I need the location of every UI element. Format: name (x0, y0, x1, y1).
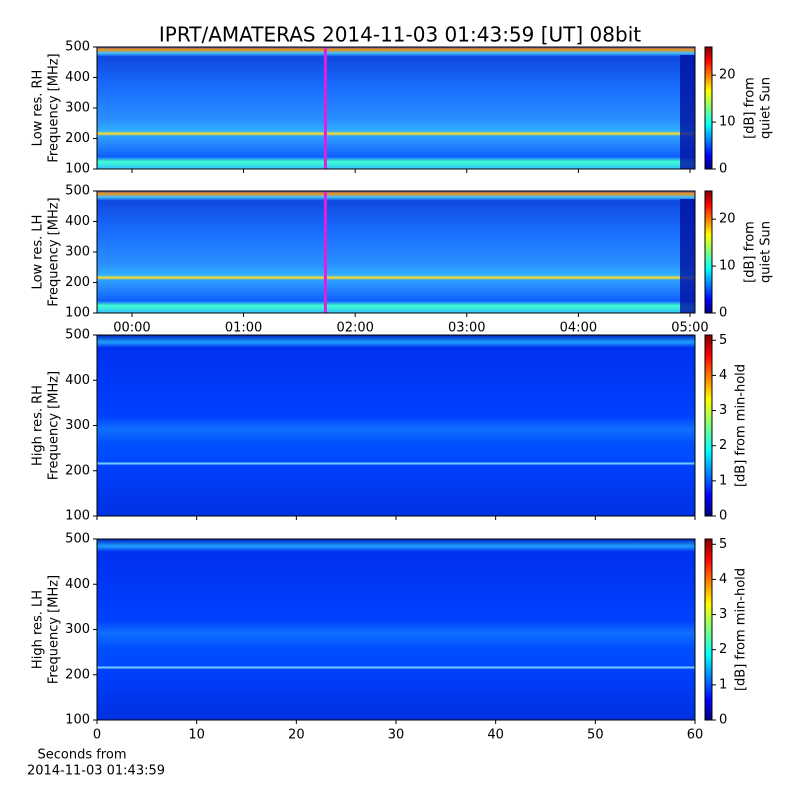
colorbar-tick-label: 4 (719, 572, 727, 587)
x-tick-label: 30 (388, 728, 405, 743)
y-tick-label: 200 (65, 463, 90, 478)
y-tick-label: 300 (65, 245, 90, 260)
y-tick-label: 300 (65, 101, 90, 116)
colorbar-tick-label: 3 (719, 403, 727, 418)
y-axis-label: Low res. RH (31, 70, 46, 147)
x-axis-label: Seconds from (37, 748, 126, 763)
x-axis-label: 2014-11-03 01:43:59 (27, 764, 165, 779)
colorbar-tick-label: 20 (719, 212, 736, 227)
y-tick-label: 300 (65, 418, 90, 433)
colorbar-tick-label: 0 (719, 306, 727, 321)
colorbar-tick-label: 10 (719, 115, 736, 130)
spectrogram (97, 47, 695, 169)
y-axis-label: Frequency [MHz] (47, 197, 62, 306)
x-tick-label: 02:00 (336, 321, 373, 336)
x-tick-label: 50 (587, 728, 604, 743)
x-tick-label: 40 (487, 728, 504, 743)
colorbar-label: [dB] from min-hold (734, 364, 749, 487)
spectrogram (97, 335, 695, 516)
y-tick-label: 400 (65, 373, 90, 388)
y-tick-label: 300 (65, 622, 90, 637)
colorbar (704, 190, 713, 314)
colorbar-tick-label: 2 (719, 642, 727, 657)
x-tick-label: 05:00 (671, 321, 708, 336)
colorbar-label: [dB] from min-hold (734, 568, 749, 691)
y-tick-label: 500 (65, 184, 90, 199)
colorbar-tick-label: 0 (719, 713, 727, 728)
colorbar (704, 334, 713, 517)
x-tick-label: 0 (93, 728, 101, 743)
spectrogram-edge (680, 55, 695, 169)
x-tick-label: 10 (188, 728, 205, 743)
y-tick-label: 200 (65, 131, 90, 146)
y-tick-label: 100 (65, 306, 90, 321)
y-axis-label: High res. LH (31, 590, 46, 669)
y-tick-label: 200 (65, 275, 90, 290)
y-tick-label: 500 (65, 532, 90, 547)
y-tick-label: 100 (65, 162, 90, 177)
colorbar-tick-label: 5 (719, 333, 727, 348)
colorbar-label: [dB] from (743, 77, 758, 139)
x-tick-label: 01:00 (225, 321, 262, 336)
y-tick-label: 200 (65, 667, 90, 682)
colorbar-tick-label: 0 (719, 162, 727, 177)
y-axis-label: High res. RH (31, 385, 46, 466)
colorbar-tick-label: 10 (719, 259, 736, 274)
y-tick-label: 100 (65, 713, 90, 728)
y-tick-label: 400 (65, 70, 90, 85)
y-axis-label: Low res. LH (31, 215, 46, 290)
colorbar-tick-label: 1 (719, 677, 727, 692)
y-tick-label: 500 (65, 328, 90, 343)
x-tick-label: 20 (288, 728, 305, 743)
colorbar-label: quiet Sun (759, 221, 774, 283)
colorbar-tick-label: 0 (719, 509, 727, 524)
x-tick-label: 04:00 (560, 321, 597, 336)
colorbar (704, 538, 713, 721)
colorbar-tick-label: 5 (719, 537, 727, 552)
colorbar (704, 46, 713, 170)
x-tick-label: 00:00 (113, 321, 150, 336)
colorbar-label: [dB] from (743, 221, 758, 283)
y-tick-label: 400 (65, 214, 90, 229)
colorbar-tick-label: 20 (719, 68, 736, 83)
colorbar-label: quiet Sun (759, 77, 774, 139)
y-tick-label: 400 (65, 577, 90, 592)
spectrogram (97, 191, 695, 313)
y-axis-label: Frequency [MHz] (47, 575, 62, 684)
y-tick-label: 100 (65, 509, 90, 524)
colorbar-tick-label: 2 (719, 438, 727, 453)
y-tick-label: 500 (65, 40, 90, 55)
y-axis-label: Frequency [MHz] (47, 53, 62, 162)
colorbar-tick-label: 1 (719, 473, 727, 488)
y-axis-label: Frequency [MHz] (47, 371, 62, 480)
spectrogram (97, 539, 695, 720)
colorbar-tick-label: 4 (719, 368, 727, 383)
x-tick-label: 03:00 (448, 321, 485, 336)
figure-title: IPRT/AMATERAS 2014-11-03 01:43:59 [UT] 0… (159, 23, 641, 47)
colorbar-tick-label: 3 (719, 607, 727, 622)
spectrogram-edge (680, 199, 695, 313)
x-tick-label: 60 (687, 728, 704, 743)
